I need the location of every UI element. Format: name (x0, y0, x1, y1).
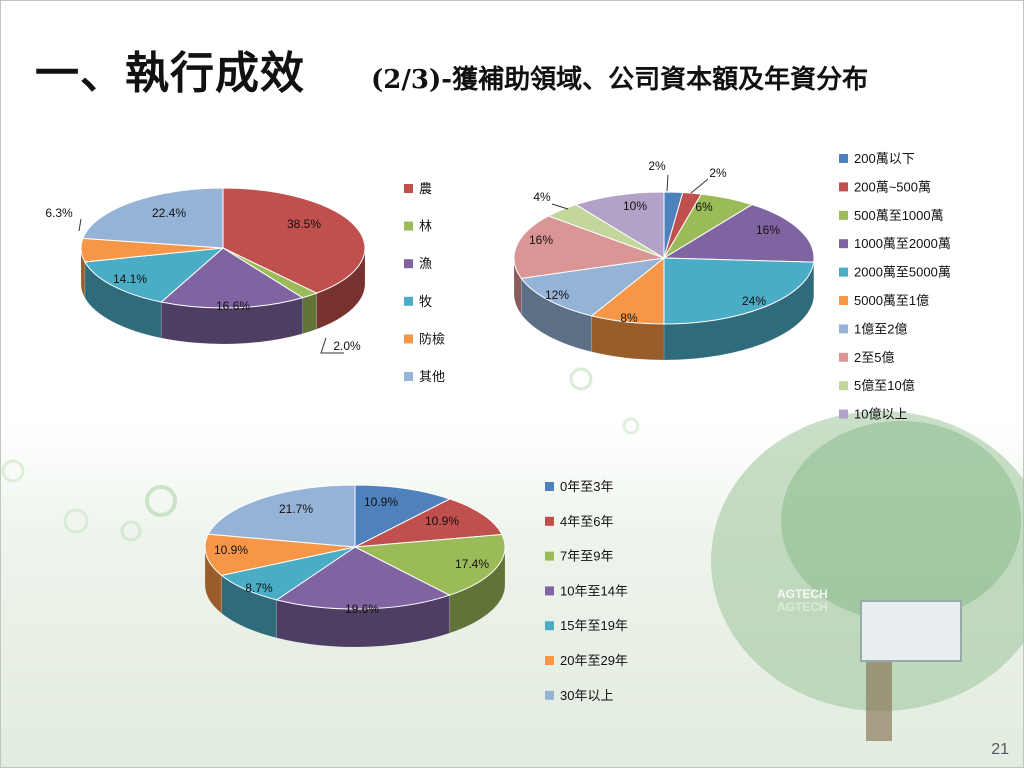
legend-label: 500萬至1000萬 (854, 208, 944, 223)
decor-circle (122, 522, 140, 540)
legend-label: 200萬~500萬 (854, 179, 931, 194)
data-label: 2.0% (333, 339, 361, 353)
legend-swatch (839, 211, 848, 220)
data-label: 2% (709, 166, 727, 180)
leader-line (79, 219, 81, 231)
legend-swatch (545, 517, 554, 526)
data-label: 14.1% (113, 272, 147, 286)
legend-label: 0年至3年 (560, 479, 613, 494)
legend-swatch (839, 239, 848, 248)
legend-swatch (839, 296, 848, 305)
legend-swatch (839, 324, 848, 333)
data-label: 10.9% (425, 514, 459, 528)
data-label: 8.7% (245, 581, 273, 595)
legend-label: 1億至2億 (854, 321, 907, 336)
legend-swatch (839, 154, 848, 163)
agtech-text: AGTECH (777, 587, 828, 601)
data-label: 10.9% (214, 543, 248, 557)
data-label: 10.9% (364, 495, 398, 509)
decor-circle (147, 487, 175, 515)
legend-label: 15年至19年 (560, 618, 628, 633)
legend-swatch (404, 334, 413, 343)
data-label: 38.5% (287, 217, 321, 231)
legend-swatch (404, 259, 413, 268)
legend-swatch (839, 410, 848, 419)
legend-swatch (545, 586, 554, 595)
legend-swatch (545, 656, 554, 665)
data-label: 17.4% (455, 557, 489, 571)
legend-swatch (545, 482, 554, 491)
data-label: 22.4% (152, 206, 186, 220)
data-label: 2% (648, 159, 666, 173)
legend-label: 30年以上 (560, 688, 613, 703)
legend-label: 4年至6年 (560, 514, 613, 529)
laptop-screen (861, 601, 961, 661)
pie-chart-2: 2% 2% 6% 16% 24% 8% 12% 16% 4% 10% 200萬以下 200萬~500萬… (514, 151, 951, 422)
legend-swatch (839, 353, 848, 362)
legend-label: 5000萬至1億 (854, 293, 929, 308)
legend-swatch (404, 372, 413, 381)
leader-line (691, 179, 708, 193)
legend-label: 2至5億 (854, 350, 894, 365)
legend-swatch (839, 381, 848, 390)
legend-label: 防檢 (419, 331, 445, 346)
legend-swatch (839, 182, 848, 191)
background-decoration: AGTECH AGTECH (3, 369, 1024, 741)
legend-label: 2000萬至5000萬 (854, 265, 951, 280)
decor-circle (571, 369, 591, 389)
pie-slice-side (303, 293, 317, 334)
data-label: 6% (695, 200, 713, 214)
legend-label: 農 (419, 181, 432, 196)
legend-label: 1000萬至2000萬 (854, 236, 951, 251)
legend-swatch (545, 691, 554, 700)
decor-circle (624, 419, 638, 433)
data-label: 4% (533, 190, 551, 204)
legend-swatch (404, 222, 413, 231)
tree-trunk (866, 661, 892, 741)
pie-chart-3: 10.9% 10.9% 17.4% 19.6% 8.7% 10.9% 21.7% 0年至3年 4… (205, 479, 628, 703)
legend: 0年至3年 4年至6年 7年至9年 10年至14年 15年至19年 20年至29年 30年以… (545, 479, 628, 703)
leader-line (667, 175, 668, 191)
data-label: 8% (620, 311, 638, 325)
legend-label: 7年至9年 (560, 549, 613, 564)
legend: 200萬以下 200萬~500萬 500萬至1000萬 1000萬至2000萬 2000… (839, 151, 951, 422)
legend-swatch (839, 268, 848, 277)
data-label: 24% (742, 294, 766, 308)
legend-swatch (545, 552, 554, 561)
data-label: 6.3% (45, 206, 73, 220)
legend-swatch (545, 621, 554, 630)
leader-line (552, 204, 568, 209)
data-label: 19.6% (345, 602, 379, 616)
legend-label: 10年至14年 (560, 583, 628, 598)
legend-label: 20年至29年 (560, 653, 628, 668)
legend-label: 200萬以下 (854, 151, 915, 166)
legend-label: 林 (419, 219, 432, 234)
page-number: 21 (991, 741, 1009, 759)
data-label: 16% (529, 233, 553, 247)
legend-label: 10億以上 (854, 407, 907, 422)
legend-swatch (404, 297, 413, 306)
data-label: 16.6% (216, 299, 250, 313)
legend-label: 牧 (419, 294, 432, 309)
data-label: 16% (756, 223, 780, 237)
decor-circle (3, 461, 23, 481)
legend-label: 漁 (419, 256, 432, 271)
data-label: 21.7% (279, 502, 313, 516)
legend-label: 5億至10億 (854, 378, 915, 393)
data-label: 12% (545, 288, 569, 302)
legend-swatch (404, 184, 413, 193)
decor-circle (65, 510, 87, 532)
data-label: 10% (623, 199, 647, 213)
legend-label: 其他 (419, 369, 445, 384)
agtech-text: AGTECH (777, 600, 828, 614)
